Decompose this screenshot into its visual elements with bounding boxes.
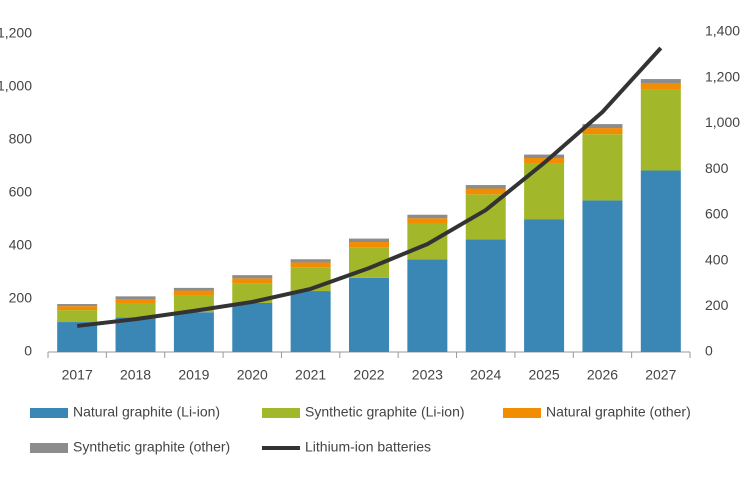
bar-segment — [115, 317, 156, 352]
y-tick-label: 200 — [9, 290, 33, 306]
bar-segment — [349, 277, 389, 352]
bar-segment — [407, 223, 448, 260]
y2-tick-label: 800 — [705, 160, 729, 176]
bar-segment — [524, 154, 565, 159]
bar-segment — [232, 278, 273, 284]
x-tick-label: 2025 — [529, 367, 560, 383]
y2-tick-label: 600 — [705, 206, 729, 222]
legend-label: Natural graphite (Li-ion) — [73, 404, 220, 420]
bar-segment — [524, 219, 565, 352]
bar-segment — [290, 259, 331, 263]
bar-segment — [465, 185, 506, 189]
bar-segment — [640, 89, 681, 171]
bar-segment — [640, 83, 681, 90]
bar-segment — [640, 170, 681, 352]
y2-tick-label: 200 — [705, 297, 729, 313]
y2-tick-label: 400 — [705, 251, 729, 267]
x-tick-label: 2021 — [295, 367, 326, 383]
bar-segment — [57, 306, 98, 311]
legend-swatch — [262, 408, 300, 418]
bar-segment — [290, 291, 331, 352]
x-tick-label: 2024 — [470, 367, 501, 383]
bar-segment — [407, 214, 448, 219]
bar-segment — [173, 290, 214, 296]
bar-segment — [173, 287, 214, 291]
x-tick-label: 2018 — [120, 367, 151, 383]
line — [76, 46, 663, 328]
bar-segment — [349, 238, 389, 243]
bar-segment — [232, 302, 273, 352]
bar-segment — [349, 242, 389, 248]
x-tick-label: 2017 — [62, 367, 93, 383]
y2-tick-label: 1,200 — [705, 68, 740, 84]
bar-segment — [465, 188, 506, 195]
legend-swatch — [503, 408, 541, 418]
x-tick-label: 2023 — [412, 367, 443, 383]
bar-segment — [173, 312, 214, 352]
y2-tick-label: 1,400 — [705, 23, 740, 39]
legend-label: Synthetic graphite (Li-ion) — [305, 404, 465, 420]
bar-segment — [582, 134, 623, 201]
y-tick-label: 400 — [9, 237, 33, 253]
bar-segment — [290, 262, 331, 268]
legend-swatch — [30, 408, 68, 418]
x-tick-label: 2022 — [353, 367, 384, 383]
legend-label: Synthetic graphite (other) — [73, 439, 230, 455]
bar-segment — [57, 322, 98, 352]
y-tick-label: 800 — [9, 131, 33, 147]
x-tick-label: 2020 — [237, 367, 268, 383]
bar-segment — [582, 200, 623, 352]
bar-segment — [115, 299, 156, 303]
y2-tick-label: 1,000 — [705, 114, 740, 130]
bar-segment — [57, 310, 98, 323]
y-tick-label: 0 — [24, 343, 32, 359]
bar-segment — [115, 302, 156, 318]
x-tick-label: 2026 — [587, 367, 618, 383]
legend-label: Natural graphite (other) — [546, 404, 691, 420]
y2-tick-label: 0 — [705, 343, 713, 359]
bar-segment — [407, 218, 448, 224]
bar-segment — [407, 259, 448, 352]
bar-segment — [582, 128, 623, 135]
y-tick-label: 1,000 — [0, 78, 32, 94]
bar-segment — [232, 275, 273, 279]
bar-segment — [640, 79, 681, 84]
x-tick-label: 2027 — [645, 367, 676, 383]
y-tick-label: 600 — [9, 184, 33, 200]
bar-segment — [582, 124, 623, 129]
legend-swatch — [30, 443, 68, 453]
x-tick-label: 2019 — [178, 367, 209, 383]
y-tick-label: 1,200 — [0, 25, 32, 41]
bar-segment — [465, 239, 506, 352]
bar-segment — [115, 296, 156, 299]
legend-label: Lithium-ion batteries — [305, 439, 431, 455]
bar-segment — [57, 304, 98, 307]
